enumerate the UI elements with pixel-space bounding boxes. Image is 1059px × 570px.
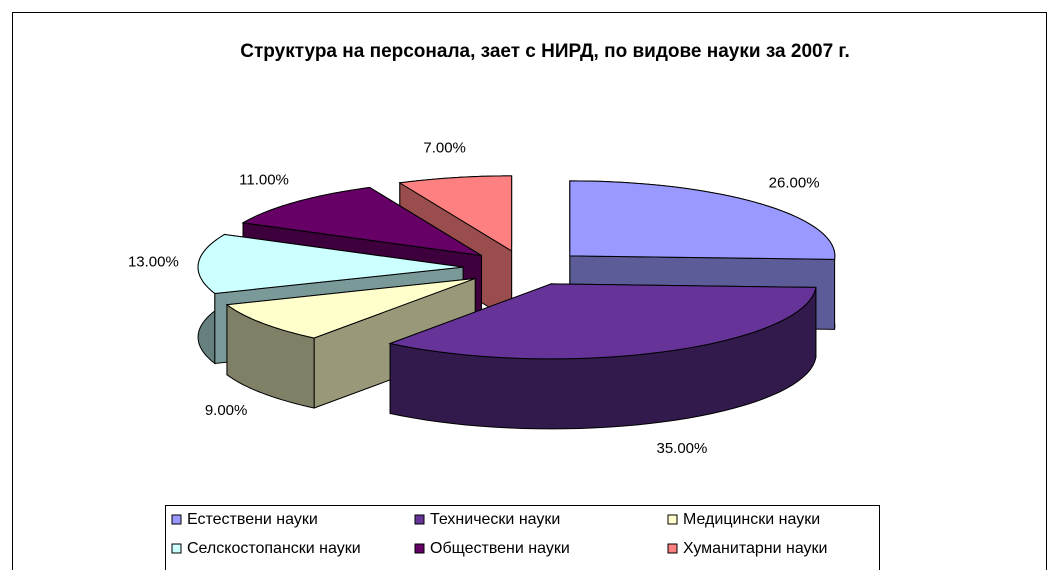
data-label: 13.00% bbox=[128, 253, 179, 270]
legend-label: Хуманитарни науки bbox=[683, 540, 827, 557]
chart-title: Структура на персонала, зает с НИРД, по … bbox=[240, 41, 849, 62]
legend-label: Обществени науки bbox=[430, 540, 570, 557]
legend-swatch bbox=[667, 514, 678, 525]
data-label: 35.00% bbox=[656, 440, 707, 457]
slice bbox=[569, 180, 836, 260]
data-label: 26.00% bbox=[769, 174, 820, 191]
slice bbox=[241, 186, 482, 256]
pie bbox=[197, 175, 836, 430]
slice bbox=[398, 175, 513, 252]
legend-label: Технически науки bbox=[430, 511, 560, 528]
slice bbox=[225, 277, 476, 339]
legend-label: Медицински науки bbox=[683, 511, 820, 528]
chart-frame bbox=[12, 12, 1047, 570]
legend-swatch bbox=[414, 543, 425, 554]
legend-label: Естествени науки bbox=[187, 511, 318, 528]
legend-swatch bbox=[667, 543, 678, 554]
legend-swatch bbox=[171, 543, 182, 554]
slice bbox=[197, 233, 464, 294]
legend-box bbox=[165, 505, 880, 570]
legend-label: Селскостопански науки bbox=[187, 540, 361, 557]
data-label: 11.00% bbox=[239, 172, 289, 189]
data-label: 9.00% bbox=[205, 402, 248, 419]
slice bbox=[388, 283, 817, 360]
legend-swatch bbox=[414, 514, 425, 525]
legend-swatch bbox=[171, 514, 182, 525]
data-label: 7.00% bbox=[423, 139, 466, 156]
